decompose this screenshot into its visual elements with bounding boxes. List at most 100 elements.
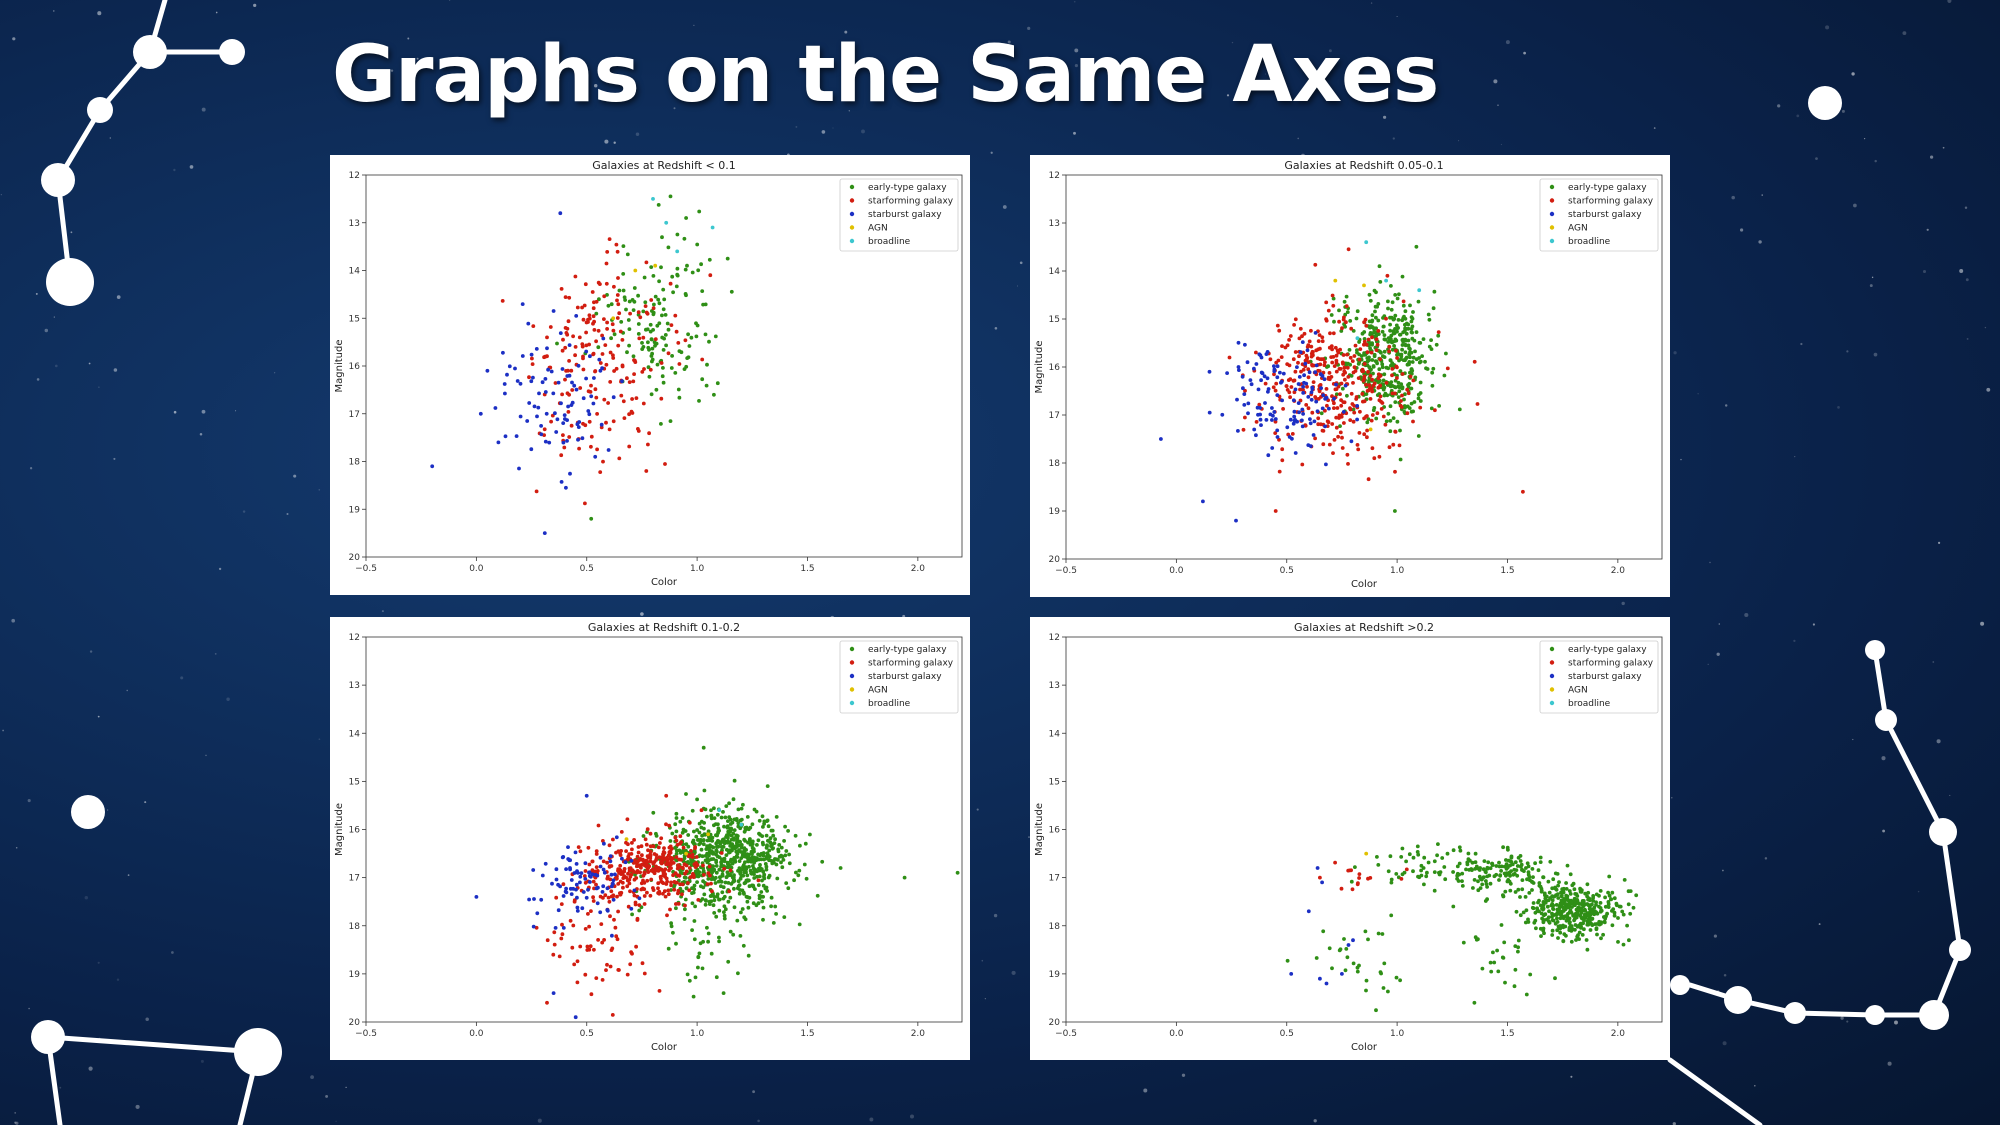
data-point	[1362, 320, 1366, 325]
data-point	[605, 250, 610, 254]
data-point	[611, 395, 616, 400]
data-point	[717, 808, 722, 813]
data-point	[581, 396, 586, 401]
data-point	[554, 867, 559, 872]
star	[848, 110, 850, 112]
data-point	[1378, 394, 1383, 399]
data-point	[625, 817, 630, 822]
data-point	[651, 886, 655, 890]
star	[1392, 137, 1395, 140]
data-point	[660, 860, 665, 865]
data-point	[626, 871, 630, 876]
data-point	[632, 877, 637, 882]
scatter-chart-1: Galaxies at Redshift < 0.1−0.5 0.0 0.5 1.0 1…	[334, 159, 963, 588]
x-tick-label: 2.0	[1611, 1029, 1626, 1039]
data-point	[1553, 976, 1557, 981]
data-point	[672, 887, 677, 892]
data-point	[608, 350, 613, 355]
star	[1709, 561, 1711, 564]
data-point	[644, 469, 649, 473]
data-point	[729, 289, 734, 294]
data-point	[569, 423, 574, 428]
data-point	[667, 823, 672, 828]
data-point	[1414, 330, 1419, 334]
data-point	[708, 843, 712, 848]
data-point	[563, 377, 567, 382]
star	[1818, 923, 1821, 926]
data-point	[1607, 874, 1612, 879]
data-point	[739, 874, 744, 878]
data-point	[1416, 392, 1421, 397]
data-point	[1280, 458, 1285, 463]
data-point	[684, 863, 689, 868]
star	[1231, 41, 1234, 44]
data-point	[1550, 902, 1555, 906]
data-point	[1333, 860, 1337, 865]
data-point	[684, 848, 688, 853]
x-tick-label: 1.0	[690, 564, 705, 574]
star	[144, 801, 147, 804]
data-point	[774, 815, 779, 819]
scatter-chart-3: Galaxies at Redshift 0.1-0.2−0.5 0.0 0.5 1.…	[334, 621, 963, 1053]
data-point	[592, 376, 596, 380]
data-point	[1279, 379, 1284, 384]
data-point	[1583, 908, 1588, 913]
star	[1458, 140, 1460, 142]
data-point	[1410, 360, 1415, 364]
data-point	[1341, 410, 1346, 414]
data-point	[1555, 872, 1560, 876]
star	[214, 653, 217, 655]
data-point	[590, 859, 595, 864]
data-point	[679, 857, 683, 862]
data-point	[761, 883, 766, 888]
data-point	[1382, 393, 1387, 398]
data-point	[634, 864, 639, 869]
data-point	[560, 392, 564, 397]
data-point	[552, 942, 557, 947]
data-point	[542, 427, 547, 432]
data-point	[1351, 938, 1355, 943]
legend-label: early-type galaxy	[1568, 645, 1647, 655]
data-point	[1227, 355, 1232, 360]
data-point	[1572, 903, 1577, 908]
data-point	[1365, 428, 1369, 433]
star	[145, 1017, 149, 1022]
data-point	[1345, 352, 1349, 357]
data-point	[598, 910, 603, 915]
data-point	[669, 366, 674, 370]
data-point	[760, 899, 764, 904]
data-point	[1581, 900, 1586, 905]
data-point	[1557, 880, 1561, 884]
series-early-type-galaxy	[1308, 244, 1462, 513]
data-point	[1316, 397, 1321, 401]
y-tick-label: 18	[349, 922, 361, 932]
data-point	[1382, 337, 1387, 342]
data-point	[1379, 399, 1383, 404]
data-point	[1332, 406, 1336, 410]
data-point	[520, 354, 525, 358]
data-point	[602, 870, 607, 875]
data-point	[611, 878, 616, 883]
data-point	[682, 875, 687, 880]
data-point	[1380, 362, 1385, 367]
data-point	[599, 425, 604, 430]
data-point	[565, 374, 570, 378]
data-point	[1314, 956, 1319, 960]
data-point	[646, 340, 650, 345]
data-point	[770, 861, 775, 866]
data-point	[1284, 384, 1289, 388]
data-point	[725, 256, 730, 261]
data-point	[580, 436, 585, 441]
data-point	[591, 895, 595, 900]
data-point	[1334, 361, 1339, 365]
data-point	[620, 364, 625, 369]
series-early-type-galaxy	[1285, 842, 1639, 1013]
data-point	[1207, 410, 1212, 415]
data-point	[1388, 328, 1392, 333]
data-point	[1523, 895, 1528, 899]
star	[1653, 127, 1656, 129]
data-point	[616, 968, 621, 972]
data-point	[1603, 895, 1607, 900]
y-tick-label: 16	[1049, 363, 1061, 373]
data-point	[1426, 860, 1431, 865]
